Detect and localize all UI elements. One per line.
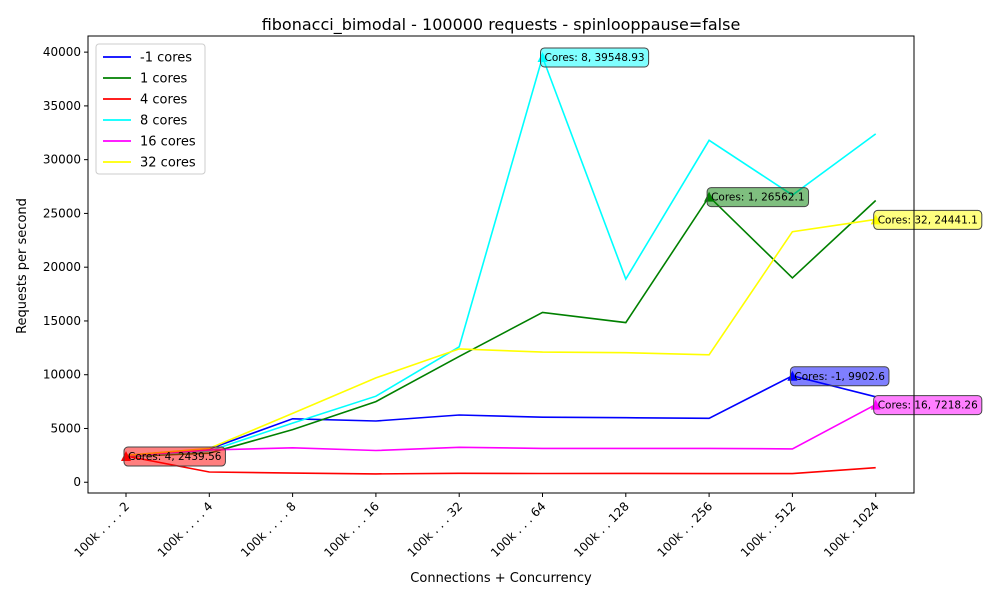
legend-label: 4 cores [140, 93, 188, 108]
x-tick-label: 100k . . . . 8 [238, 499, 299, 560]
legend-label: 32 cores [140, 156, 196, 171]
annotation-label: Cores: 8, 39548.93 [545, 52, 645, 64]
series-line [125, 195, 877, 458]
annotation-box [873, 209, 983, 230]
annotation-box [873, 395, 983, 416]
x-tick-label: 100k . . 128 [571, 499, 632, 560]
annotation-box [123, 446, 226, 467]
annotation-box [540, 47, 650, 68]
annotation-box [706, 187, 810, 208]
legend-label: 8 cores [140, 114, 188, 129]
plot-area: Cores: -1, 9902.6 Cores: 1, 26562.1 Cores:… [43, 35, 983, 560]
axes-frame [87, 35, 915, 494]
x-tick-label: 100k . . . . 4 [155, 499, 216, 560]
series-line [125, 54, 877, 457]
y-tick-label: 30000 [43, 153, 81, 167]
annotation-label: Cores: 16, 7218.26 [878, 400, 978, 412]
annotation-label: Cores: 4, 2439.56 [128, 451, 222, 463]
x-tick-label: 100k . . . 32 [405, 499, 466, 560]
series-line [125, 218, 876, 457]
series-line [125, 374, 876, 457]
legend-label: -1 cores [140, 51, 192, 66]
y-tick-label: 5000 [50, 421, 81, 435]
y-tick-label: 40000 [43, 45, 81, 59]
x-tick-label: 100k . . . . 2 [71, 499, 132, 560]
legend-label: 16 cores [140, 135, 196, 150]
legend-label: 1 cores [140, 72, 188, 87]
annotation-label: Cores: 1, 26562.1 [711, 192, 804, 204]
y-axis-label: Requests per second [15, 198, 30, 334]
y-tick-label: 0 [73, 475, 81, 489]
x-axis-label: Connections + Concurrency [410, 571, 592, 586]
x-tick-label: 100k . . . 64 [488, 499, 549, 560]
y-tick-label: 35000 [43, 99, 81, 113]
y-tick-label: 10000 [43, 368, 81, 382]
y-tick-label: 20000 [43, 260, 81, 274]
x-tick-label: 100k . 1024 [821, 499, 882, 560]
x-tick-label: 100k . . 256 [655, 499, 716, 560]
x-tick-label: 100k . . . 16 [321, 499, 382, 560]
x-tick-label: 100k . . 512 [738, 499, 799, 560]
y-tick-label: 15000 [43, 314, 81, 328]
series-line [125, 455, 876, 475]
y-tick-label: 25000 [43, 206, 81, 220]
annotation-label: Cores: -1, 9902.6 [794, 371, 885, 383]
series-line [125, 403, 877, 457]
annotation-box [789, 366, 890, 387]
chart-title: fibonacci_bimodal - 100000 requests - sp… [262, 15, 741, 35]
annotation-label: Cores: 32, 24441.1 [878, 214, 978, 226]
